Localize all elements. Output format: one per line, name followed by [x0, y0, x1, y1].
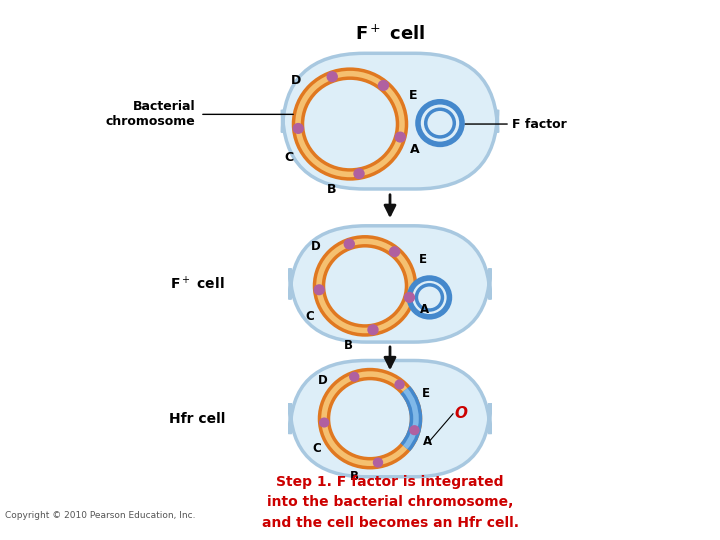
Text: F$^+$ cell: F$^+$ cell: [355, 24, 426, 44]
Text: D: D: [311, 240, 321, 253]
Text: B: B: [344, 339, 353, 352]
Circle shape: [354, 169, 364, 179]
Text: E: E: [409, 89, 418, 102]
Text: Hfr cell: Hfr cell: [168, 411, 225, 426]
Circle shape: [395, 380, 404, 389]
Circle shape: [418, 102, 462, 144]
Text: O: O: [454, 406, 467, 421]
Text: B: B: [349, 470, 359, 483]
FancyBboxPatch shape: [290, 361, 490, 477]
Text: D: D: [292, 74, 302, 87]
Text: C: C: [305, 310, 314, 323]
Circle shape: [410, 278, 449, 317]
Text: A: A: [423, 435, 432, 448]
FancyBboxPatch shape: [290, 226, 490, 342]
Text: C: C: [312, 442, 320, 455]
Text: B: B: [327, 183, 337, 196]
Circle shape: [405, 293, 415, 302]
Text: E: E: [419, 253, 427, 266]
Circle shape: [293, 124, 303, 133]
Text: Step 1. F factor is integrated
into the bacterial chromosome,
and the cell becom: Step 1. F factor is integrated into the …: [261, 475, 518, 530]
Circle shape: [344, 239, 354, 249]
Circle shape: [374, 458, 382, 467]
Circle shape: [314, 285, 324, 295]
Circle shape: [368, 325, 378, 335]
FancyBboxPatch shape: [282, 53, 498, 189]
Text: A: A: [410, 143, 420, 156]
Text: Bacterial
chromosome: Bacterial chromosome: [105, 100, 195, 129]
Circle shape: [390, 247, 400, 256]
Text: A: A: [420, 302, 429, 315]
Circle shape: [350, 373, 359, 381]
Circle shape: [320, 418, 328, 427]
Circle shape: [327, 72, 337, 82]
Circle shape: [379, 80, 388, 90]
Text: Copyright © 2010 Pearson Education, Inc.: Copyright © 2010 Pearson Education, Inc.: [5, 511, 196, 521]
Text: F factor: F factor: [512, 118, 567, 131]
Text: D: D: [318, 374, 328, 387]
Circle shape: [410, 426, 419, 435]
Text: C: C: [285, 151, 294, 165]
Text: F$^+$ cell: F$^+$ cell: [171, 275, 225, 293]
Text: E: E: [422, 387, 430, 400]
Circle shape: [395, 132, 405, 142]
